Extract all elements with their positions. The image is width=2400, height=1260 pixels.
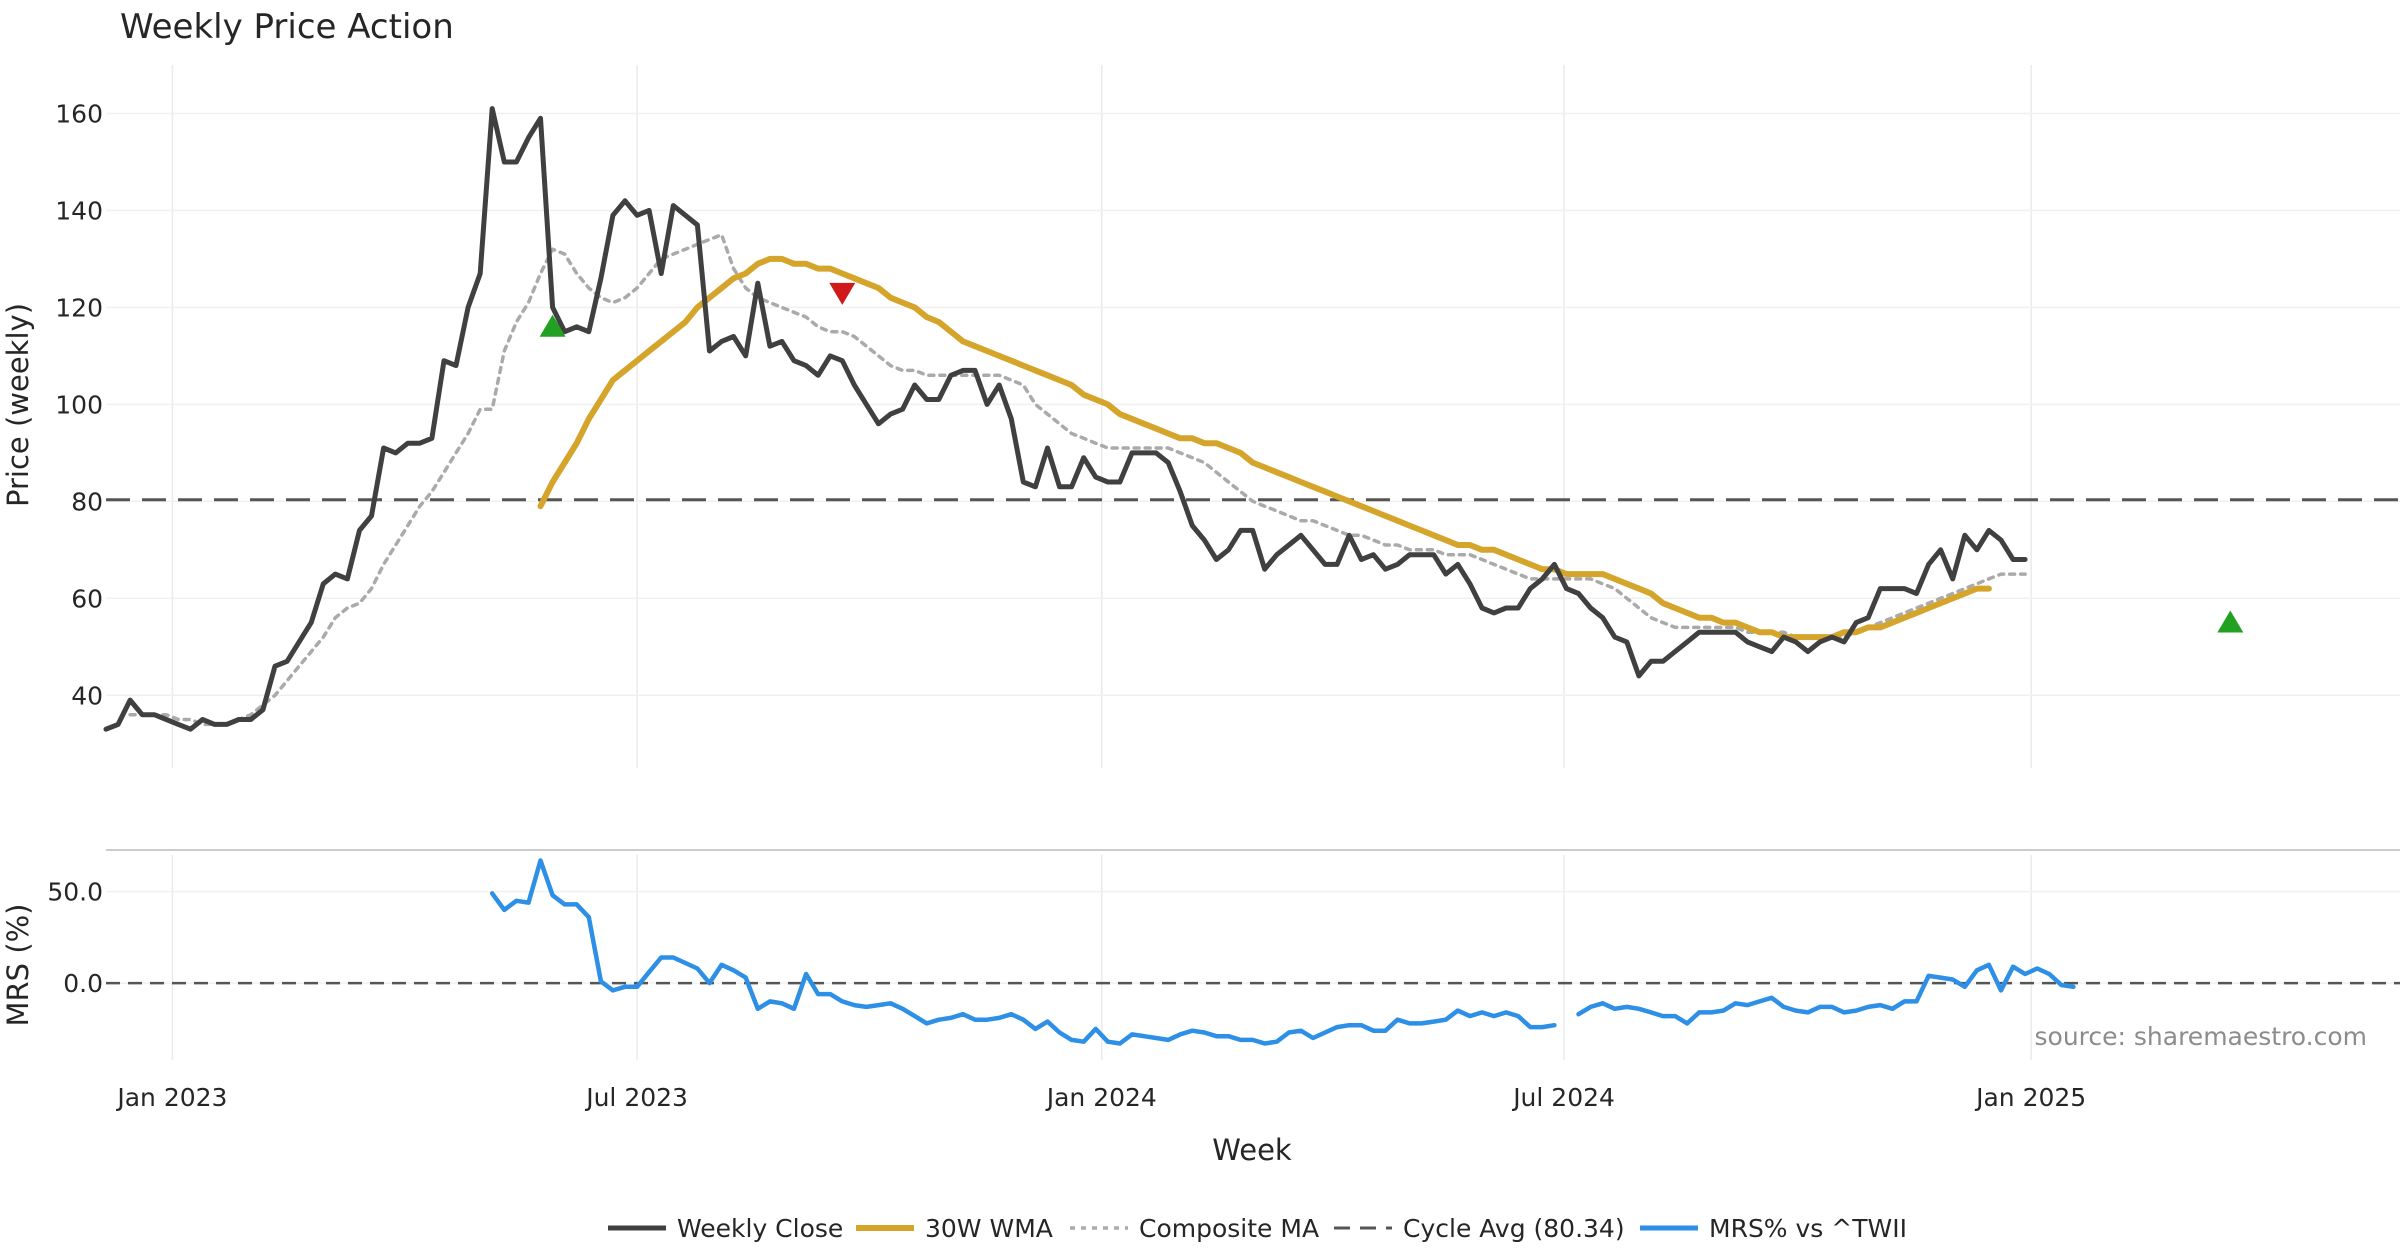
x-tick-label: Jul 2024: [1511, 1083, 1615, 1112]
legend-label: MRS% vs ^TWII: [1709, 1214, 1907, 1243]
x-axis-ticks: Jan 2023 Jul 2023 Jan 2024 Jul 2024 Jan 2025…: [115, 1083, 2086, 1112]
price-gridlines: [106, 65, 2400, 768]
legend-label: 30W WMA: [925, 1214, 1053, 1243]
x-axis-label: Week: [1212, 1133, 1292, 1167]
x-tick-label: Jan 2023: [115, 1083, 227, 1112]
mrs-y-tick-label: 0.0: [63, 969, 103, 998]
mrs-y-axis-label: MRS (%): [1, 904, 35, 1027]
legend: Weekly Close 30W WMA Composite MA Cycle Avg…: [608, 1214, 1907, 1243]
legend-label: Composite MA: [1139, 1214, 1319, 1243]
price-y-tick-label: 120: [55, 293, 103, 322]
price-y-tick-label: 60: [71, 584, 103, 613]
price-y-tick-label: 140: [55, 196, 103, 225]
signal-markers: [539, 282, 2244, 633]
chart-title: Weekly Price Action: [120, 7, 454, 47]
price-y-tick-label: 100: [55, 390, 103, 419]
price-y-ticks: 40 60 80 100 120 140 160: [55, 99, 103, 710]
composite-ma-line: [128, 232, 2027, 727]
price-y-tick-label: 160: [55, 99, 103, 128]
weekly-close-line: [103, 106, 2028, 732]
legend-label: Cycle Avg (80.34): [1403, 1214, 1625, 1243]
price-y-axis-label: Price (weekly): [1, 303, 35, 507]
mrs-y-tick-label: 50.0: [47, 878, 103, 907]
x-tick-label: Jan 2024: [1045, 1083, 1157, 1112]
buy-signal-marker: [2217, 610, 2244, 633]
source-note: source: sharemaestro.com: [2035, 1022, 2368, 1051]
mrs-y-ticks: 0.0 50.0: [47, 878, 103, 999]
x-tick-label: Jan 2025: [1974, 1083, 2086, 1112]
price-y-tick-label: 40: [71, 681, 103, 710]
wma-30w-line: [537, 255, 1992, 641]
x-tick-label: Jul 2023: [584, 1083, 688, 1112]
buy-signal-marker: [539, 314, 566, 337]
price-series-group: [103, 106, 2028, 732]
mrs-line: [489, 858, 2076, 1046]
legend-label: Weekly Close: [677, 1214, 843, 1243]
mrs-series-group: [489, 858, 2076, 1046]
sell-signal-marker: [829, 282, 856, 305]
price-y-tick-label: 80: [71, 487, 103, 516]
